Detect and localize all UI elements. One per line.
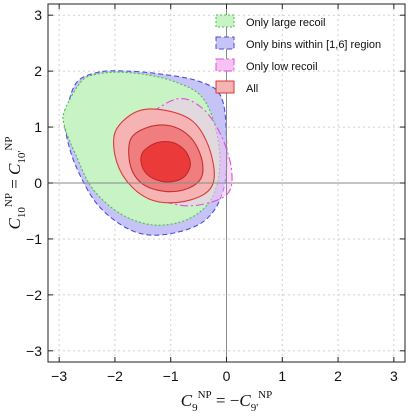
- legend-label: Only bins within [1,6] region: [246, 39, 381, 51]
- legend-swatch: [215, 80, 235, 94]
- x-label-lhs-symbol: C: [181, 391, 193, 410]
- legend-swatch: [215, 36, 235, 50]
- y-label-lhs-sub: 10: [16, 207, 28, 219]
- x-tick-label: −3: [51, 368, 67, 384]
- y-axis-label: C10NP = C10'NP: [3, 137, 28, 230]
- y-tick-label: −1: [26, 231, 42, 247]
- x-tick-label: 0: [223, 368, 231, 384]
- y-tick-label: 1: [34, 119, 42, 135]
- x-label-rhs-sup: NP: [258, 389, 272, 401]
- legend-label: Only large recoil: [246, 17, 325, 29]
- axis-ticks: −3 −2 −1 0 1 2 3 −3 −2 −1 0 1 2 3: [26, 4, 405, 384]
- x-tick-label: 2: [334, 368, 342, 384]
- legend: Only large recoil Only bins within [1,6] …: [215, 14, 381, 95]
- x-label-eq: = −: [212, 391, 240, 410]
- y-label-rhs-symbol: C: [5, 163, 24, 175]
- x-tick-label: −2: [107, 368, 123, 384]
- zero-lines: [48, 4, 405, 362]
- y-label-rhs-sup: NP: [3, 137, 15, 151]
- x-axis-label: C9NP = −C9'NP: [181, 389, 272, 414]
- x-tick-label: 3: [390, 368, 398, 384]
- x-label-rhs-sub: 9': [251, 402, 259, 414]
- y-tick-label: 2: [34, 63, 42, 79]
- y-tick-label: −3: [26, 343, 42, 359]
- legend-swatch: [215, 58, 235, 72]
- x-tick-label: −1: [163, 368, 179, 384]
- legend-label: Only low recoil: [246, 61, 318, 73]
- y-label-lhs-sup: NP: [3, 193, 15, 207]
- contour-regions: [62, 70, 233, 236]
- x-tick-label: 1: [278, 368, 286, 384]
- y-label-lhs-symbol: C: [5, 217, 24, 229]
- legend-label: All: [246, 83, 258, 95]
- contour-all-2: [140, 140, 191, 183]
- x-label-rhs-symbol: C: [239, 391, 251, 410]
- x-label-lhs-sup: NP: [198, 389, 212, 401]
- y-label-rhs-sub: 10': [16, 151, 28, 164]
- legend-swatch: [215, 14, 235, 28]
- y-tick-label: 3: [34, 7, 42, 23]
- y-tick-label: 0: [34, 175, 42, 191]
- y-tick-label: −2: [26, 287, 42, 303]
- x-label-lhs-sub: 9: [192, 402, 198, 414]
- y-label-eq: =: [5, 175, 24, 193]
